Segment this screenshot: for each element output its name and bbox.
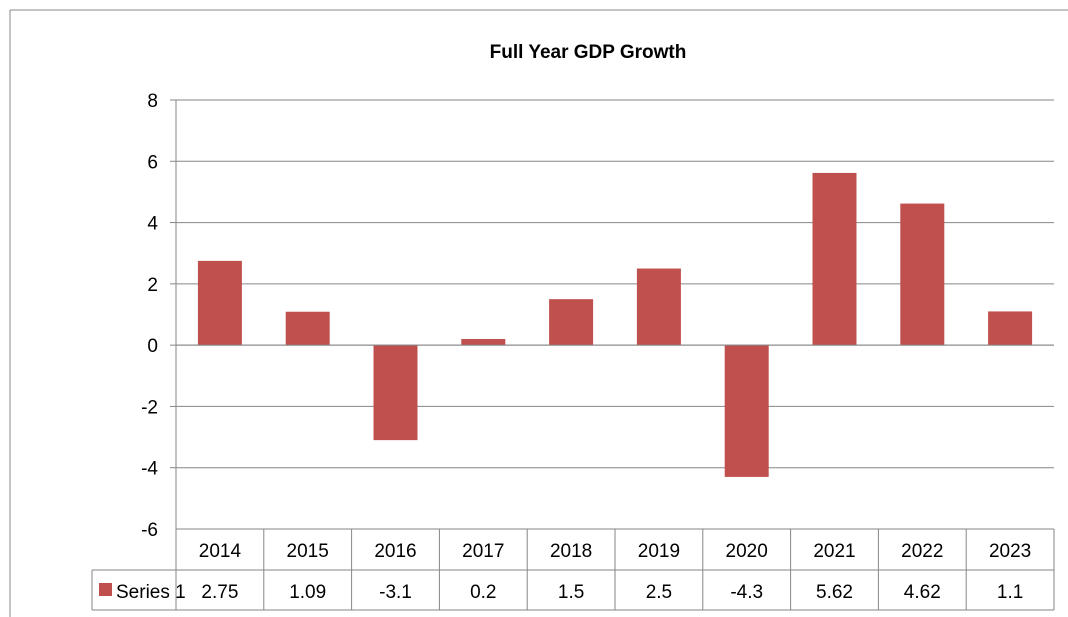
category-label-2020: 2020: [726, 541, 768, 562]
data-table: 2014 2.75 2015 1.09 2016 -3.1 2017 0.2 2018 1.5 20…: [91, 528, 1055, 611]
y-axis-ticks: 8 6 4 2 0 -2 -4 -6: [141, 91, 158, 541]
category-label-2019: 2019: [638, 541, 680, 562]
chart-title: Full Year GDP Growth: [490, 42, 687, 63]
category-label-2016: 2016: [374, 541, 416, 562]
bar-2018: [549, 299, 594, 346]
bar-2016: [373, 345, 418, 441]
data-label-2015: 1.09: [289, 582, 326, 603]
bar-2022: [900, 203, 945, 346]
category-label-2017: 2017: [462, 541, 504, 562]
data-label-2020: -4.3: [730, 582, 763, 603]
y-tick-label: 2: [147, 275, 158, 296]
data-label-2019: 2.5: [646, 582, 672, 603]
legend-swatch: [99, 583, 112, 596]
y-tick-label: 6: [147, 152, 158, 173]
data-label-2017: 0.2: [470, 582, 496, 603]
bar-2020: [724, 345, 769, 477]
legend-series-name: Series 1: [116, 582, 186, 603]
data-label-2021: 5.62: [816, 582, 853, 603]
bar-2019: [636, 268, 681, 346]
bars: [197, 172, 1033, 477]
category-label-2015: 2015: [287, 541, 329, 562]
y-tick-label: 0: [147, 336, 158, 357]
bar-2017: [461, 339, 506, 346]
category-label-2021: 2021: [813, 541, 855, 562]
data-label-2022: 4.62: [904, 582, 941, 603]
y-tick-label: 8: [147, 91, 158, 112]
y-tick-label: -2: [141, 397, 158, 418]
category-label-2014: 2014: [199, 541, 242, 562]
y-tick-label: 4: [147, 214, 158, 235]
y-tick-label: -6: [141, 520, 158, 541]
data-label-2018: 1.5: [558, 582, 584, 603]
category-label-2023: 2023: [989, 541, 1031, 562]
category-label-2022: 2022: [901, 541, 943, 562]
bar-2021: [812, 172, 857, 346]
bar-2014: [197, 260, 242, 346]
data-label-2016: -3.1: [379, 582, 412, 603]
data-label-2023: 1.1: [997, 582, 1023, 603]
bar-2015: [285, 311, 330, 346]
axes: [175, 100, 1054, 610]
data-label-2014: 2.75: [201, 582, 238, 603]
bar-2023: [988, 311, 1033, 346]
category-label-2018: 2018: [550, 541, 592, 562]
y-tick-label: -4: [141, 459, 158, 480]
